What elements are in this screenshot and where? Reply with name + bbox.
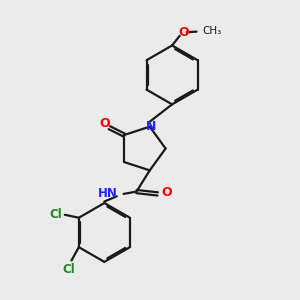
Text: O: O [178, 26, 189, 39]
Text: HN: HN [98, 188, 118, 200]
Text: O: O [100, 117, 110, 130]
Text: O: O [161, 186, 172, 199]
Text: Cl: Cl [62, 263, 75, 276]
Text: Cl: Cl [49, 208, 62, 221]
Text: CH₃: CH₃ [202, 26, 222, 36]
Text: N: N [146, 120, 156, 133]
